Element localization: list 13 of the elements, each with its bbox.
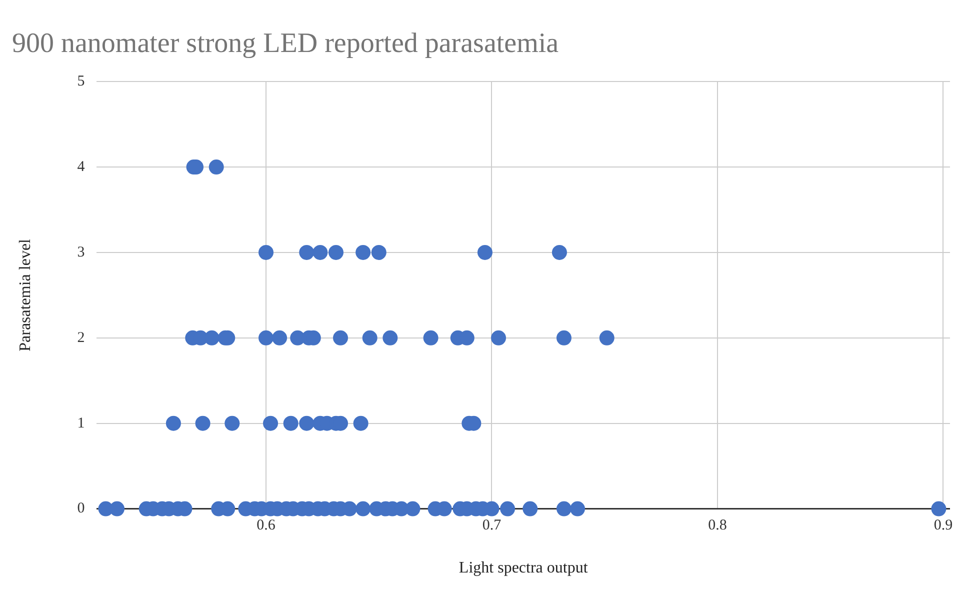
y-tick-label: 3 (77, 244, 85, 260)
y-tick-label: 4 (77, 158, 86, 175)
x-tick-label: 0.9 (934, 518, 953, 534)
x-tick-label: 0.6 (256, 518, 276, 534)
y-tick-label: 0 (77, 500, 85, 517)
x-axis-title: Light spectra output (458, 560, 588, 577)
y-tick-label: 2 (77, 330, 85, 346)
x-tick-label: 0.8 (708, 518, 727, 534)
y-axis-title: Parasatemia level (16, 238, 34, 352)
y-tick-label: 1 (77, 415, 85, 432)
y-tick-label: 5 (77, 74, 85, 90)
x-tick-label: 0.7 (482, 518, 502, 534)
chart-title: 900 nanomater strong LED reported parasatemia (12, 28, 560, 60)
